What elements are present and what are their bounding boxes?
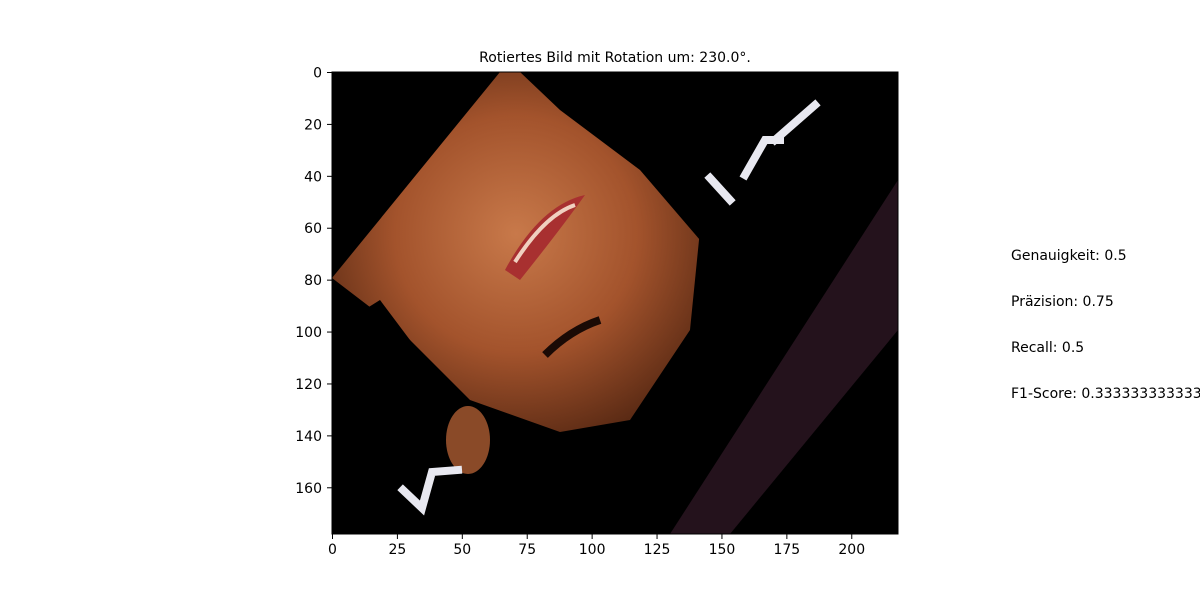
x-tick-label: 75 (518, 542, 536, 558)
rotated-image (332, 72, 898, 534)
mouth-region (505, 195, 585, 280)
y-tick-label: 80 (304, 273, 322, 289)
y-tick-label: 60 (304, 221, 322, 237)
y-axis: 0 20 40 60 80 100 120 140 160 (295, 66, 332, 497)
metric-f1-score: F1-Score: 0.3333333333333333 (1011, 386, 1200, 402)
y-tick-label: 40 (304, 169, 322, 185)
chart-title: Rotiertes Bild mit Rotation um: 230.0°. (479, 50, 751, 66)
x-tick-label: 125 (644, 542, 671, 558)
axes-frame (331, 71, 899, 535)
x-tick-label: 175 (773, 542, 800, 558)
x-tick-label: 200 (838, 542, 865, 558)
x-tick-label: 150 (709, 542, 736, 558)
y-tick-label: 120 (295, 377, 322, 393)
eye-region (542, 316, 602, 358)
logo-marks (397, 99, 821, 516)
x-tick-label: 100 (579, 542, 606, 558)
ear-region (446, 406, 490, 474)
y-tick-label: 0 (313, 66, 322, 82)
cloth-region (670, 180, 898, 534)
metric-precision: Präzision: 0.75 (1011, 294, 1114, 310)
metric-recall: Recall: 0.5 (1011, 340, 1085, 356)
x-axis: 0 25 50 75 100 125 150 175 200 (328, 534, 865, 558)
x-tick-label: 25 (388, 542, 406, 558)
metric-accuracy: Genauigkeit: 0.5 (1011, 248, 1127, 264)
x-tick-label: 0 (328, 542, 337, 558)
y-tick-label: 160 (295, 481, 322, 497)
y-tick-label: 20 (304, 117, 322, 133)
y-tick-label: 140 (295, 429, 322, 445)
x-tick-label: 50 (453, 542, 471, 558)
y-tick-label: 100 (295, 325, 322, 341)
